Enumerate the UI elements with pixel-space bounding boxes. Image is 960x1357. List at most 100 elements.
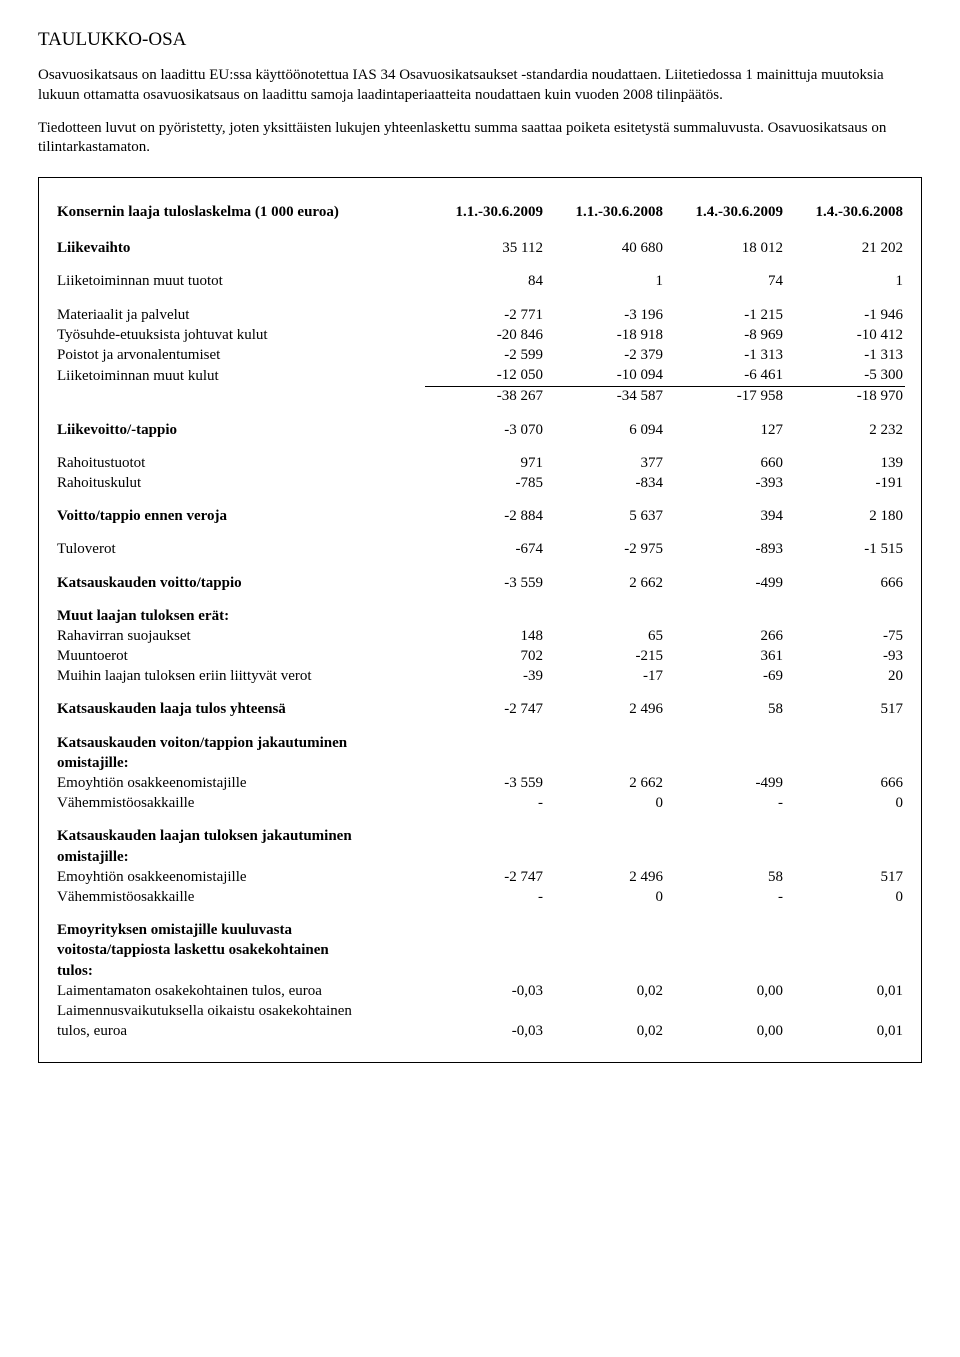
- cell-value: 5 637: [545, 507, 665, 527]
- row-emo2: Emoyhtiön osakkeenomistajille -2 747 2 4…: [55, 867, 905, 887]
- cell-label: Voitto/tappio ennen veroja: [55, 507, 425, 527]
- cell-value: -69: [665, 667, 785, 687]
- cell-value: -1 515: [785, 540, 905, 560]
- cell-value: -12 050: [425, 366, 545, 387]
- cell-value: -75: [785, 626, 905, 646]
- cell-label: voitosta/tappiosta laskettu osakekohtain…: [55, 941, 425, 961]
- cell-label: Katsauskauden voitto/tappio: [55, 573, 425, 593]
- row-laajan-jak-header2: omistajille:: [55, 847, 905, 867]
- cell-value: -499: [665, 774, 785, 794]
- cell-value: -3 070: [425, 420, 545, 440]
- cell-label: Rahavirran suojaukset: [55, 626, 425, 646]
- income-statement-table: Konsernin laaja tuloslaskelma (1 000 eur…: [55, 202, 905, 1042]
- cell-value: -3 559: [425, 774, 545, 794]
- cell-value: -2 884: [425, 507, 545, 527]
- cell-label: omistajille:: [55, 847, 425, 867]
- cell-value: -393: [665, 473, 785, 493]
- cell-value: 2 662: [545, 573, 665, 593]
- cell-value: 35 112: [425, 239, 545, 259]
- cell-label: omistajille:: [55, 753, 425, 773]
- intro-paragraph-1: Osavuosikatsaus on laadittu EU:ssa käytt…: [38, 66, 922, 104]
- cell-value: -0,03: [425, 1022, 545, 1042]
- header-col-1: 1.1.-30.6.2009: [425, 202, 545, 226]
- cell-value: -2 771: [425, 305, 545, 325]
- header-col-2: 1.1.-30.6.2008: [545, 202, 665, 226]
- cell-value: 0: [785, 887, 905, 907]
- row-voiton-jak-header: Katsauskauden voiton/tappion jakautumine…: [55, 733, 905, 753]
- cell-value: 18 012: [665, 239, 785, 259]
- header-col-3: 1.4.-30.6.2009: [665, 202, 785, 226]
- cell-value: 20: [785, 667, 905, 687]
- cell-label: Muuntoerot: [55, 647, 425, 667]
- row-poistot: Poistot ja arvonalentumiset -2 599 -2 37…: [55, 346, 905, 366]
- cell-value: -2 747: [425, 700, 545, 720]
- cell-value: 517: [785, 700, 905, 720]
- cell-value: -3 559: [425, 573, 545, 593]
- cell-value: 0,01: [785, 981, 905, 1001]
- row-kulut-sum: -38 267 -34 587 -17 958 -18 970: [55, 386, 905, 407]
- cell-label: Työsuhde-etuuksista johtuvat kulut: [55, 325, 425, 345]
- row-muuntoerot: Muuntoerot 702 -215 361 -93: [55, 647, 905, 667]
- cell-value: 21 202: [785, 239, 905, 259]
- row-emo1: Emoyhtiön osakkeenomistajille -3 559 2 6…: [55, 774, 905, 794]
- cell-value: 2 232: [785, 420, 905, 440]
- cell-label: Vähemmistöosakkaille: [55, 887, 425, 907]
- cell-label: Liiketoiminnan muut tuotot: [55, 272, 425, 292]
- cell-value: 84: [425, 272, 545, 292]
- header-label: Konsernin laaja tuloslaskelma (1 000 eur…: [55, 202, 425, 226]
- cell-value: -: [665, 794, 785, 814]
- cell-value: -38 267: [425, 386, 545, 407]
- cell-value: -17 958: [665, 386, 785, 407]
- cell-value: -20 846: [425, 325, 545, 345]
- cell-label: Poistot ja arvonalentumiset: [55, 346, 425, 366]
- cell-value: 971: [425, 453, 545, 473]
- row-emoyritys-header3: tulos:: [55, 961, 905, 981]
- cell-value: 0,00: [665, 1022, 785, 1042]
- row-tyosuhde: Työsuhde-etuuksista johtuvat kulut -20 8…: [55, 325, 905, 345]
- cell-label: Muut laajan tuloksen erät:: [55, 606, 425, 626]
- cell-value: -18 970: [785, 386, 905, 407]
- cell-label: Laimentamaton osakekohtainen tulos, euro…: [55, 981, 425, 1001]
- cell-label: Katsauskauden laaja tulos yhteensä: [55, 700, 425, 720]
- row-liikevoitto: Liikevoitto/-tappio -3 070 6 094 127 2 2…: [55, 420, 905, 440]
- cell-label: Vähemmistöosakkaille: [55, 794, 425, 814]
- row-rahoitustuotot: Rahoitustuotot 971 377 660 139: [55, 453, 905, 473]
- row-katsaus-laaja: Katsauskauden laaja tulos yhteensä -2 74…: [55, 700, 905, 720]
- cell-value: 0,02: [545, 1022, 665, 1042]
- cell-value: -1 313: [785, 346, 905, 366]
- cell-value: 40 680: [545, 239, 665, 259]
- cell-label: [55, 386, 425, 407]
- row-muut-tuotot: Liiketoiminnan muut tuotot 84 1 74 1: [55, 272, 905, 292]
- cell-label: Emoyhtiön osakkeenomistajille: [55, 867, 425, 887]
- cell-label: Emoyrityksen omistajille kuuluvasta: [55, 921, 425, 941]
- cell-label: Laimennusvaikutuksella oikaistu osakekoh…: [55, 1001, 425, 1021]
- income-statement-table-container: Konsernin laaja tuloslaskelma (1 000 eur…: [38, 177, 922, 1063]
- cell-label: Liiketoiminnan muut kulut: [55, 366, 425, 387]
- header-col-4: 1.4.-30.6.2008: [785, 202, 905, 226]
- cell-value: -785: [425, 473, 545, 493]
- cell-value: -34 587: [545, 386, 665, 407]
- cell-value: 0,01: [785, 1022, 905, 1042]
- cell-label: Rahoitustuotot: [55, 453, 425, 473]
- cell-value: -10 412: [785, 325, 905, 345]
- cell-value: 6 094: [545, 420, 665, 440]
- row-laimennus: tulos, euroa -0,03 0,02 0,00 0,01: [55, 1022, 905, 1042]
- cell-label: tulos:: [55, 961, 425, 981]
- cell-label: Muihin laajan tuloksen eriin liittyvät v…: [55, 667, 425, 687]
- cell-value: -: [425, 887, 545, 907]
- cell-value: -2 379: [545, 346, 665, 366]
- row-materiaalit: Materiaalit ja palvelut -2 771 -3 196 -1…: [55, 305, 905, 325]
- cell-value: 1: [545, 272, 665, 292]
- cell-value: 702: [425, 647, 545, 667]
- cell-value: -5 300: [785, 366, 905, 387]
- cell-label: Tuloverot: [55, 540, 425, 560]
- cell-value: -2 599: [425, 346, 545, 366]
- cell-value: 58: [665, 867, 785, 887]
- cell-value: 0: [545, 794, 665, 814]
- table-header-row: Konsernin laaja tuloslaskelma (1 000 eur…: [55, 202, 905, 226]
- cell-value: 361: [665, 647, 785, 667]
- cell-value: 0: [785, 794, 905, 814]
- cell-value: -893: [665, 540, 785, 560]
- row-laajan-jak-header: Katsauskauden laajan tuloksen jakautumin…: [55, 827, 905, 847]
- cell-label: Liikevaihto: [55, 239, 425, 259]
